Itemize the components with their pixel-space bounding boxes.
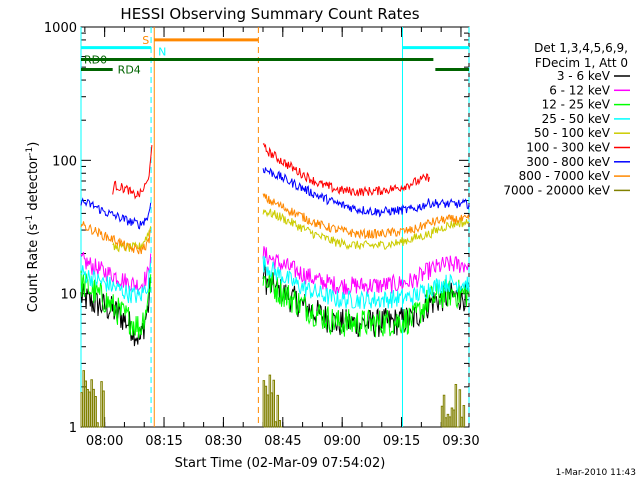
x-tick-label: 08:45	[264, 434, 301, 449]
series-line-6-12-kev	[262, 246, 470, 295]
saa-label: S	[142, 34, 149, 47]
legend-entry-label: 300 - 800 keV	[526, 155, 610, 169]
legend-entry-label: 12 - 25 keV	[542, 98, 611, 112]
y-tick-label: 1000	[44, 21, 77, 36]
series-layer	[80, 142, 470, 428]
night-label: N	[158, 46, 166, 59]
x-tick-label: 09:30	[442, 434, 479, 449]
legend-entry-label: 25 - 50 keV	[542, 112, 611, 126]
x-tick-label: 09:15	[383, 434, 420, 449]
series-line-300-800-kev	[80, 197, 152, 230]
series-line-800-7000-kev	[80, 221, 152, 255]
legend-entry-label: 3 - 6 keV	[557, 69, 611, 83]
y-tick-label: 100	[52, 154, 77, 169]
observing-markers: SN RD0 RD4	[80, 27, 470, 427]
x-tick-label: 09:00	[323, 434, 360, 449]
series-line-50-100-kev	[262, 208, 470, 251]
x-tick-label: 08:00	[86, 434, 123, 449]
rd0-label: RD0	[84, 54, 107, 67]
x-axis-label: Start Time (02-Mar-09 07:54:02)	[175, 456, 386, 471]
x-tick-label: 08:15	[145, 434, 182, 449]
legend-header-line: Det 1,3,4,5,6,9,	[534, 41, 628, 55]
axis-ticks	[81, 26, 469, 428]
series-line-100-300-kev	[112, 145, 153, 200]
legend-header-line: FDecim 1, Att 0	[535, 56, 628, 70]
legend-entry-label: 800 - 7000 keV	[519, 169, 611, 183]
y-tick-label: 10	[60, 288, 77, 303]
legend-entry-label: 7000 - 20000 keV	[503, 183, 610, 197]
series-line-25-50-kev	[262, 256, 470, 310]
series-line-7000-20000-kev	[440, 384, 466, 428]
y-axis-label: Count Rate (s-1 detector-1)	[25, 142, 41, 313]
y-axis-label-main: Count Rate (s	[26, 224, 41, 313]
rd4-label: RD4	[118, 64, 141, 77]
legend-entry-label: 100 - 300 keV	[526, 141, 610, 155]
series-line-300-800-kev	[262, 167, 470, 218]
y-axis-label-sup1: -1	[25, 215, 35, 224]
y-axis-label-sup2: -1	[25, 147, 35, 156]
series-line-7000-20000-kev	[262, 374, 283, 428]
y-axis-label-mid: detector	[26, 155, 41, 215]
series-line-25-50-kev	[80, 262, 152, 304]
chart-title: HESSI Observing Summary Count Rates	[120, 5, 419, 23]
series-line-800-7000-kev	[262, 193, 470, 240]
series-line-7000-20000-kev	[80, 370, 105, 428]
x-tick-label: 08:30	[205, 434, 242, 449]
legend-entry-label: 50 - 100 keV	[534, 126, 611, 140]
legend-entry-label: 6 - 12 keV	[549, 83, 611, 97]
x-tick-labels: 08:00 08:15 08:30 08:45 09:00 09:15 09:30	[86, 434, 480, 449]
footer-timestamp: 1-Mar-2010 11:43	[556, 468, 636, 478]
y-tick-labels: 1 10 100 1000	[44, 21, 77, 436]
y-tick-label: 1	[69, 421, 77, 436]
series-line-12-25-kev	[262, 271, 470, 338]
series-line-100-300-kev	[262, 142, 430, 197]
y-axis-label-close: )	[26, 142, 41, 147]
series-line-6-12-kev	[80, 251, 152, 295]
legend: Det 1,3,4,5,6,9,FDecim 1, Att 03 - 6 keV…	[503, 41, 630, 197]
